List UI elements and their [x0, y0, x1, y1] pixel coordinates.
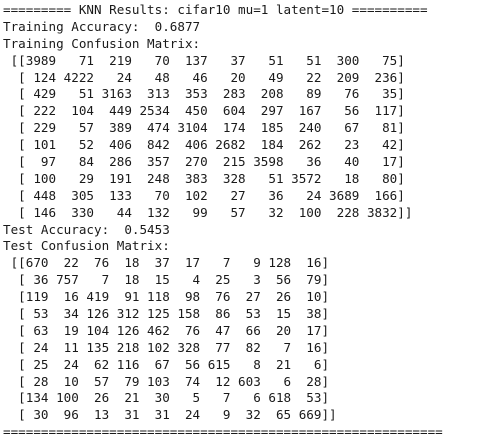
- matrix-row: [ 229 57 389 474 3104 174 185 240 67 81]: [3, 120, 405, 136]
- matrix-row: [ 222 104 449 2534 450 604 297 167 56 11…: [3, 103, 405, 119]
- matrix-row: [ 101 52 406 842 406 2682 184 262 23 42]: [3, 137, 405, 153]
- matrix-row: [ 429 51 3163 313 353 283 208 89 76 35]: [3, 86, 405, 102]
- test-accuracy: Test Accuracy: 0.5453: [3, 221, 170, 237]
- matrix-row: [ 30 96 13 31 31 24 9 32 65 669]]: [3, 407, 337, 423]
- matrix-row: [ 100 29 191 248 383 328 51 3572 18 80]: [3, 170, 405, 186]
- matrix-row: [ 53 34 126 312 125 158 86 53 15 38]: [3, 306, 330, 322]
- matrix-row: [ 25 24 62 116 67 56 615 8 21 6]: [3, 356, 330, 372]
- results-header: ========= KNN Results: cifar10 mu=1 late…: [3, 2, 428, 17]
- training-accuracy: Training Accuracy: 0.6877: [3, 18, 201, 34]
- matrix-row: [ 97 84 286 357 270 215 3598 36 40 17]: [3, 154, 405, 170]
- matrix-row: [[3989 71 219 70 137 37 51 51 300 75]: [3, 52, 405, 68]
- matrix-row: [ 146 330 44 132 99 57 32 100 228 3832]]: [3, 204, 413, 220]
- test-confusion-matrix: [[670 22 76 18 37 17 7 9 128 16] [ 36 75…: [3, 255, 489, 424]
- matrix-row: [ 448 305 133 70 102 27 36 24 3689 166]: [3, 187, 405, 203]
- results-footer: ========================================…: [3, 424, 443, 440]
- matrix-row: [[670 22 76 18 37 17 7 9 128 16]: [3, 255, 330, 271]
- matrix-row: [ 24 11 135 218 102 328 77 82 7 16]: [3, 339, 330, 355]
- training-confusion-matrix: [[3989 71 219 70 137 37 51 51 300 75] [ …: [3, 53, 489, 222]
- matrix-row: [119 16 419 91 118 98 76 27 26 10]: [3, 289, 330, 305]
- matrix-row: [ 36 757 7 18 15 4 25 3 56 79]: [3, 272, 330, 288]
- matrix-row: [134 100 26 21 30 5 7 6 618 53]: [3, 390, 330, 406]
- matrix-row: [ 28 10 57 79 103 74 12 603 6 28]: [3, 373, 330, 389]
- training-matrix-title: Training Confusion Matrix:: [3, 35, 201, 51]
- matrix-row: [ 63 19 104 126 462 76 47 66 20 17]: [3, 322, 330, 338]
- test-matrix-title: Test Confusion Matrix:: [3, 238, 170, 254]
- matrix-row: [ 124 4222 24 48 46 20 49 22 209 236]: [3, 69, 405, 85]
